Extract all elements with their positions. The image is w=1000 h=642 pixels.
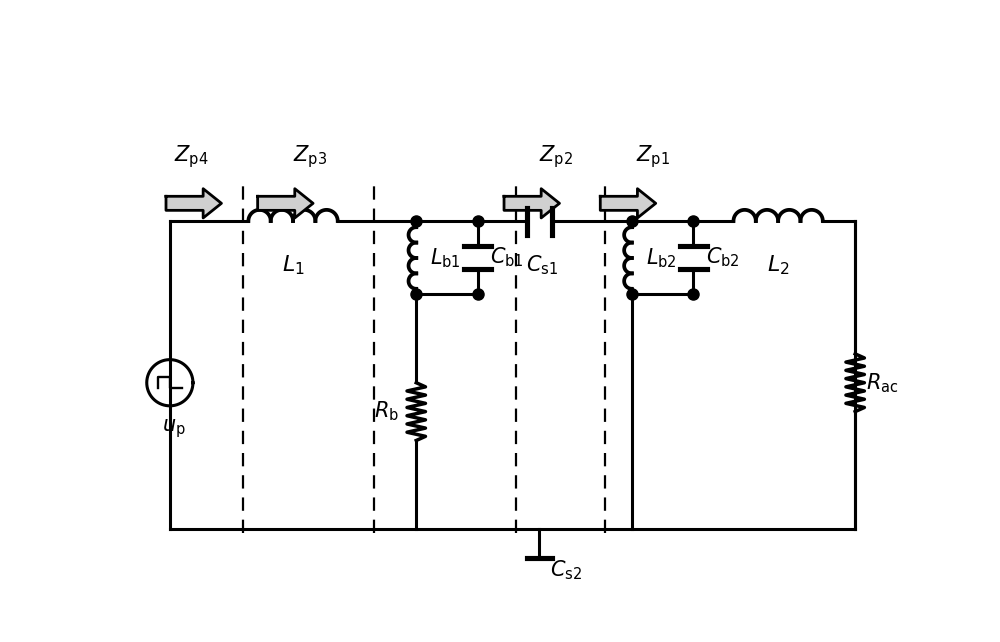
Text: $Z_{\mathrm{p1}}$: $Z_{\mathrm{p1}}$ (636, 143, 670, 170)
Polygon shape (504, 189, 559, 218)
Text: $L_{\mathrm{b2}}$: $L_{\mathrm{b2}}$ (646, 246, 676, 270)
Text: $R_{\mathrm{b}}$: $R_{\mathrm{b}}$ (374, 400, 399, 424)
Text: $R_{\mathrm{ac}}$: $R_{\mathrm{ac}}$ (866, 371, 898, 395)
Text: $Z_{\mathrm{p4}}$: $Z_{\mathrm{p4}}$ (174, 143, 209, 170)
Text: $Z_{\mathrm{p2}}$: $Z_{\mathrm{p2}}$ (539, 143, 573, 170)
Text: $C_{\mathrm{s2}}$: $C_{\mathrm{s2}}$ (550, 558, 582, 582)
Text: $C_{\mathrm{b2}}$: $C_{\mathrm{b2}}$ (706, 246, 739, 270)
Text: $C_{\mathrm{b1}}$: $C_{\mathrm{b1}}$ (490, 246, 524, 270)
Text: $L_2$: $L_2$ (767, 254, 789, 277)
Text: $L_1$: $L_1$ (282, 254, 304, 277)
Polygon shape (166, 189, 221, 218)
Text: $Z_{\mathrm{p3}}$: $Z_{\mathrm{p3}}$ (293, 143, 327, 170)
Polygon shape (258, 189, 313, 218)
Text: $u_{\mathrm{p}}$: $u_{\mathrm{p}}$ (162, 417, 186, 440)
Text: $L_{\mathrm{b1}}$: $L_{\mathrm{b1}}$ (430, 246, 461, 270)
Text: $C_{\mathrm{s1}}$: $C_{\mathrm{s1}}$ (526, 254, 559, 277)
Polygon shape (600, 189, 656, 218)
